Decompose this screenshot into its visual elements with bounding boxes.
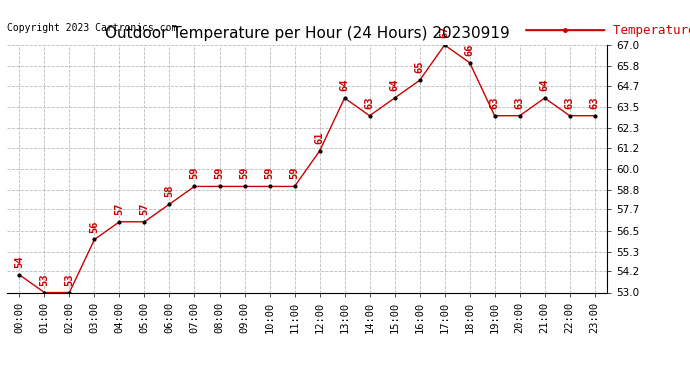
- Text: 63: 63: [364, 96, 375, 109]
- Text: Temperature (°F): Temperature (°F): [613, 24, 690, 37]
- Text: 59: 59: [239, 167, 250, 180]
- Text: 59: 59: [215, 167, 224, 180]
- Text: 63: 63: [490, 96, 500, 109]
- Text: 53: 53: [39, 273, 50, 285]
- Text: 59: 59: [190, 167, 199, 180]
- Text: 59: 59: [264, 167, 275, 180]
- Text: 67: 67: [440, 26, 450, 38]
- Text: 63: 63: [515, 96, 524, 109]
- Text: 59: 59: [290, 167, 299, 180]
- Text: 63: 63: [564, 96, 575, 109]
- Text: 57: 57: [139, 202, 150, 215]
- Text: 53: 53: [64, 273, 75, 285]
- Text: 57: 57: [115, 202, 124, 215]
- Text: 64: 64: [540, 79, 550, 91]
- Text: 65: 65: [415, 61, 424, 74]
- Text: 64: 64: [339, 79, 350, 91]
- Text: 54: 54: [14, 255, 24, 268]
- Text: 61: 61: [315, 132, 324, 144]
- Text: 58: 58: [164, 184, 175, 197]
- Text: 66: 66: [464, 43, 475, 56]
- Text: 63: 63: [590, 96, 600, 109]
- Title: Outdoor Temperature per Hour (24 Hours) 20230919: Outdoor Temperature per Hour (24 Hours) …: [105, 26, 509, 41]
- Text: 64: 64: [390, 79, 400, 91]
- Text: 56: 56: [90, 220, 99, 232]
- Text: Copyright 2023 Cartronics.com: Copyright 2023 Cartronics.com: [7, 22, 177, 33]
